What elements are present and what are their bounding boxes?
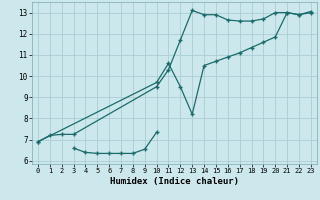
X-axis label: Humidex (Indice chaleur): Humidex (Indice chaleur) <box>110 177 239 186</box>
